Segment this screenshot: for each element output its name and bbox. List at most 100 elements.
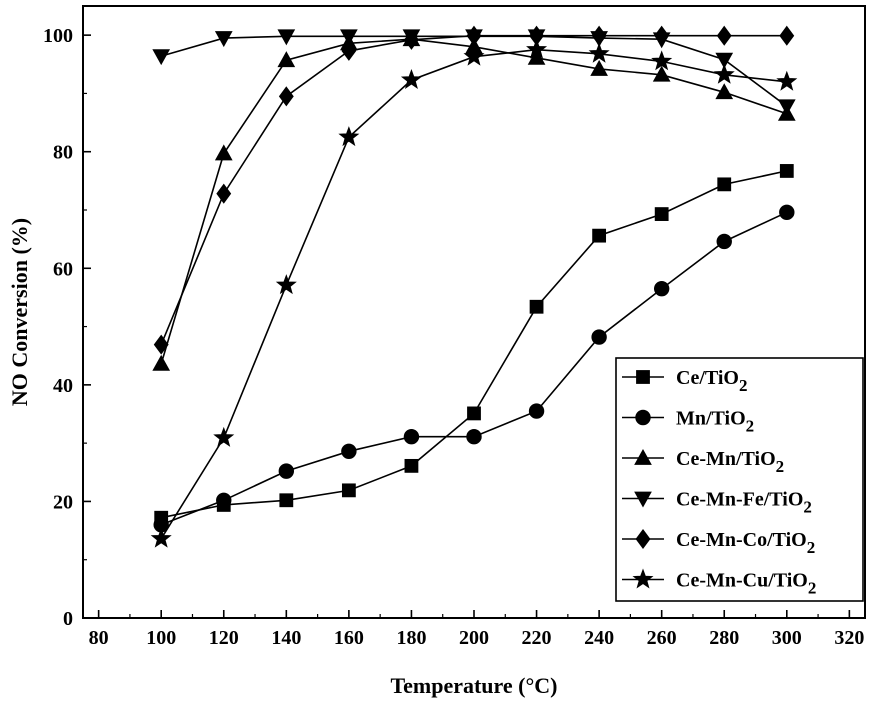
data-point-square [654, 207, 669, 221]
x-tick-label: 160 [334, 627, 364, 649]
data-point-triangle-down [634, 491, 652, 508]
x-tick-label: 280 [709, 627, 739, 649]
legend-label-subscript: 2 [776, 457, 785, 476]
x-tick-label: 300 [772, 627, 802, 649]
legend-item: Ce-Mn-Co/TiO2 [622, 528, 815, 557]
x-axis: 80 100 120 140 160 180 200 220 240 260 280 300 320 [89, 610, 864, 649]
data-point-triangle-up [214, 144, 233, 161]
data-point-diamond [153, 334, 169, 355]
legend-label-subscript: 2 [807, 538, 816, 557]
x-tick-label: 240 [584, 627, 614, 649]
data-point-star [713, 63, 735, 84]
data-point-circle [779, 204, 795, 221]
x-tick-label: 140 [271, 627, 301, 649]
legend-label-subscript: 2 [739, 376, 748, 395]
data-point-circle [403, 429, 420, 445]
y-tick-label: 40 [53, 375, 73, 397]
data-point-star [150, 527, 172, 548]
data-point-circle [653, 280, 670, 297]
legend-label-text: Mn/TiO [676, 408, 746, 430]
data-point-triangle-down [277, 29, 296, 46]
legend-label-subscript: 2 [746, 417, 755, 436]
data-point-triangle-up [152, 354, 171, 371]
data-point-triangle-up [590, 59, 608, 76]
legend-label-subscript: 2 [803, 498, 812, 517]
data-point-circle [591, 329, 607, 345]
legend-box [615, 357, 864, 602]
data-point-circle [466, 429, 482, 445]
data-point-square [717, 177, 732, 192]
data-point-triangle-up [652, 65, 671, 82]
data-point-square [636, 370, 650, 384]
series-line [160, 34, 787, 345]
data-point-diamond [779, 25, 795, 46]
data-point-circle [341, 443, 357, 460]
y-tick-label: 20 [53, 491, 73, 513]
x-tick-label: 180 [396, 627, 426, 649]
data-point-square [279, 493, 294, 508]
data-point-diamond [341, 40, 357, 61]
data-point-square [404, 458, 419, 473]
legend-label: Ce-Mn/TiO2 [676, 448, 784, 476]
legend-item: Ce/TiO2 [622, 367, 747, 395]
data-point-star [463, 45, 485, 66]
data-point-circle [635, 409, 651, 426]
data-point-triangle-down [152, 49, 171, 66]
x-tick-label: 200 [459, 627, 489, 649]
x-tick-label: 100 [146, 627, 176, 649]
data-point-triangle-down [214, 31, 233, 48]
data-point-square [592, 228, 607, 243]
y-tick-label: 100 [43, 25, 73, 47]
data-point-triangle-up [634, 448, 652, 465]
data-point-star [338, 126, 360, 147]
data-point-diamond [591, 25, 607, 46]
data-point-star [213, 426, 235, 447]
data-point-diamond [466, 25, 482, 46]
data-point-star [776, 70, 798, 91]
legend-label-text: Ce/TiO [676, 367, 739, 389]
legend-label: Ce-Mn-Fe/TiO2 [676, 489, 812, 517]
data-point-diamond [635, 528, 651, 550]
legend-label: Ce-Mn-Co/TiO2 [676, 529, 815, 557]
legend-label: Ce-Mn-Cu/TiO2 [676, 570, 816, 598]
data-point-star [632, 568, 654, 589]
data-point-square [341, 483, 356, 498]
data-point-circle [216, 492, 232, 508]
data-point-square [779, 164, 794, 178]
series-line [160, 38, 788, 365]
data-point-square [529, 299, 544, 314]
data-point-circle [278, 463, 295, 479]
legend-label-text: Ce-Mn-Fe/TiO [676, 489, 803, 511]
data-point-star [651, 50, 673, 71]
legend-item: Mn/TiO2 [622, 408, 754, 436]
data-point-diamond [278, 86, 294, 107]
x-tick-label: 120 [209, 627, 239, 649]
legend-item: Ce-Mn-Fe/TiO2 [622, 489, 812, 517]
x-tick-label: 220 [522, 627, 552, 649]
series-circle [153, 204, 795, 533]
legend-item: Ce-Mn/TiO2 [622, 448, 784, 476]
data-point-diamond [404, 29, 419, 50]
data-point-square [467, 406, 481, 421]
x-tick-label: 320 [834, 627, 864, 649]
x-tick-label: 260 [647, 627, 677, 649]
legend-label-text: Ce-Mn-Cu/TiO [676, 570, 808, 592]
data-point-star [400, 68, 422, 89]
y-tick-label: 0 [63, 608, 73, 630]
data-point-triangle-down [715, 52, 734, 69]
y-axis-title: NO Conversion (%) [7, 218, 32, 406]
data-point-diamond [716, 25, 732, 46]
legend-label-subscript: 2 [808, 579, 817, 598]
data-point-triangle-up [715, 83, 734, 100]
data-point-diamond [654, 25, 670, 46]
data-point-triangle-up [277, 51, 296, 68]
data-point-star [275, 274, 297, 295]
series-star [150, 38, 798, 548]
legend: Ce/TiO2Mn/TiO2Ce-Mn/TiO2Ce-Mn-Fe/TiO2Ce-… [615, 357, 864, 602]
data-point-triangle-down [777, 99, 796, 116]
x-tick-label: 80 [89, 627, 109, 649]
y-axis: 0 20 40 60 80 100 [43, 25, 91, 630]
data-point-circle [716, 233, 732, 250]
legend-item: Ce-Mn-Cu/TiO2 [622, 568, 816, 598]
